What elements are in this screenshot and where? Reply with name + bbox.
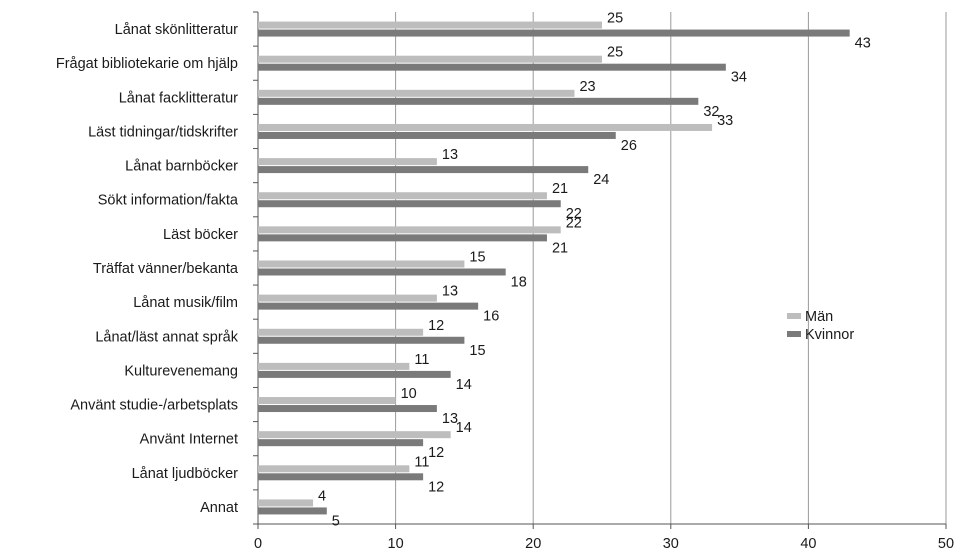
bar-kvinnor (258, 336, 465, 344)
bar-man (258, 226, 561, 234)
data-label: 21 (552, 181, 568, 197)
category-label: Lånat facklitteratur (119, 90, 238, 106)
bar-kvinnor (258, 166, 589, 174)
x-tick-label: 10 (388, 536, 404, 552)
data-label: 15 (469, 343, 485, 359)
data-label: 10 (401, 386, 417, 402)
data-label: 21 (552, 240, 568, 256)
data-label: 5 (332, 513, 340, 529)
legend-label: Män (805, 309, 833, 325)
data-label: 25 (607, 45, 623, 61)
bar-man (258, 260, 465, 268)
bar-man (258, 397, 396, 405)
x-tick-label: 20 (525, 536, 541, 552)
data-label: 13 (442, 147, 458, 163)
category-label: Frågat bibliotekarie om hjälp (56, 56, 238, 72)
data-label: 23 (579, 79, 595, 95)
bar-kvinnor (258, 131, 616, 139)
bar-kvinnor (258, 97, 699, 105)
bar-man (258, 431, 451, 439)
bar-man (258, 499, 314, 507)
bar-man (258, 328, 424, 336)
data-label: 43 (855, 36, 871, 52)
category-label: Lånat musik/film (133, 295, 238, 311)
data-label: 11 (414, 454, 429, 470)
legend-swatch-kvinnor (787, 331, 801, 337)
data-label: 22 (566, 215, 582, 231)
data-label: 13 (442, 411, 458, 427)
bar-man (258, 123, 713, 131)
bar-man (258, 465, 410, 473)
bar-kvinnor (258, 234, 547, 242)
category-label: Sökt information/fakta (98, 193, 239, 209)
data-label: 25 (607, 11, 623, 27)
category-label: Lånat/läst annat språk (95, 329, 238, 345)
category-label: Läst böcker (163, 227, 238, 243)
data-label: 33 (717, 113, 733, 129)
bar-man (258, 89, 575, 97)
bar-man (258, 294, 437, 302)
x-tick-label: 30 (663, 536, 679, 552)
data-label: 26 (621, 138, 637, 154)
category-label: Träffat vänner/bekanta (93, 261, 239, 277)
data-label: 13 (442, 284, 458, 300)
bar-man (258, 192, 547, 200)
bar-kvinnor (258, 507, 327, 515)
bar-kvinnor (258, 302, 479, 310)
data-label: 12 (428, 445, 444, 461)
bar-kvinnor (258, 473, 424, 481)
category-label: Annat (200, 500, 238, 516)
x-tick-label: 40 (800, 536, 816, 552)
category-label: Använt Internet (140, 432, 238, 448)
category-label: Kulturevenemang (124, 363, 238, 379)
data-label: 16 (483, 309, 499, 325)
data-label: 32 (703, 104, 719, 120)
data-label: 15 (469, 250, 485, 266)
bar-man (258, 362, 410, 370)
data-label: 12 (428, 479, 444, 495)
data-label: 24 (593, 172, 609, 188)
category-label: Lånat barnböcker (125, 159, 238, 175)
category-label: Använt studie-/arbetsplats (70, 398, 238, 414)
bar-man (258, 21, 602, 29)
bar-kvinnor (258, 268, 506, 276)
data-label: 22 (566, 206, 582, 222)
data-label: 4 (318, 488, 326, 504)
bar-kvinnor (258, 29, 850, 37)
x-tick-label: 0 (254, 536, 262, 552)
legend-swatch-man (787, 313, 801, 319)
data-label: 12 (428, 318, 444, 334)
bar-kvinnor (258, 370, 451, 378)
category-label: Läst tidningar/tidskrifter (88, 124, 238, 140)
x-tick-label: 50 (938, 536, 954, 552)
bar-man (258, 158, 437, 166)
bar-kvinnor (258, 439, 424, 447)
legend-label: Kvinnor (805, 327, 854, 343)
data-label: 18 (511, 275, 527, 291)
data-label: 14 (456, 420, 472, 436)
bar-kvinnor (258, 200, 561, 208)
data-label: 11 (414, 352, 429, 368)
bar-man (258, 55, 602, 63)
data-label: 34 (731, 70, 747, 86)
category-label: Lånat skönlitteratur (115, 22, 238, 38)
data-label: 14 (456, 377, 472, 393)
bar-kvinnor (258, 405, 437, 413)
bar-kvinnor (258, 63, 726, 71)
category-label: Lånat ljudböcker (132, 466, 239, 482)
